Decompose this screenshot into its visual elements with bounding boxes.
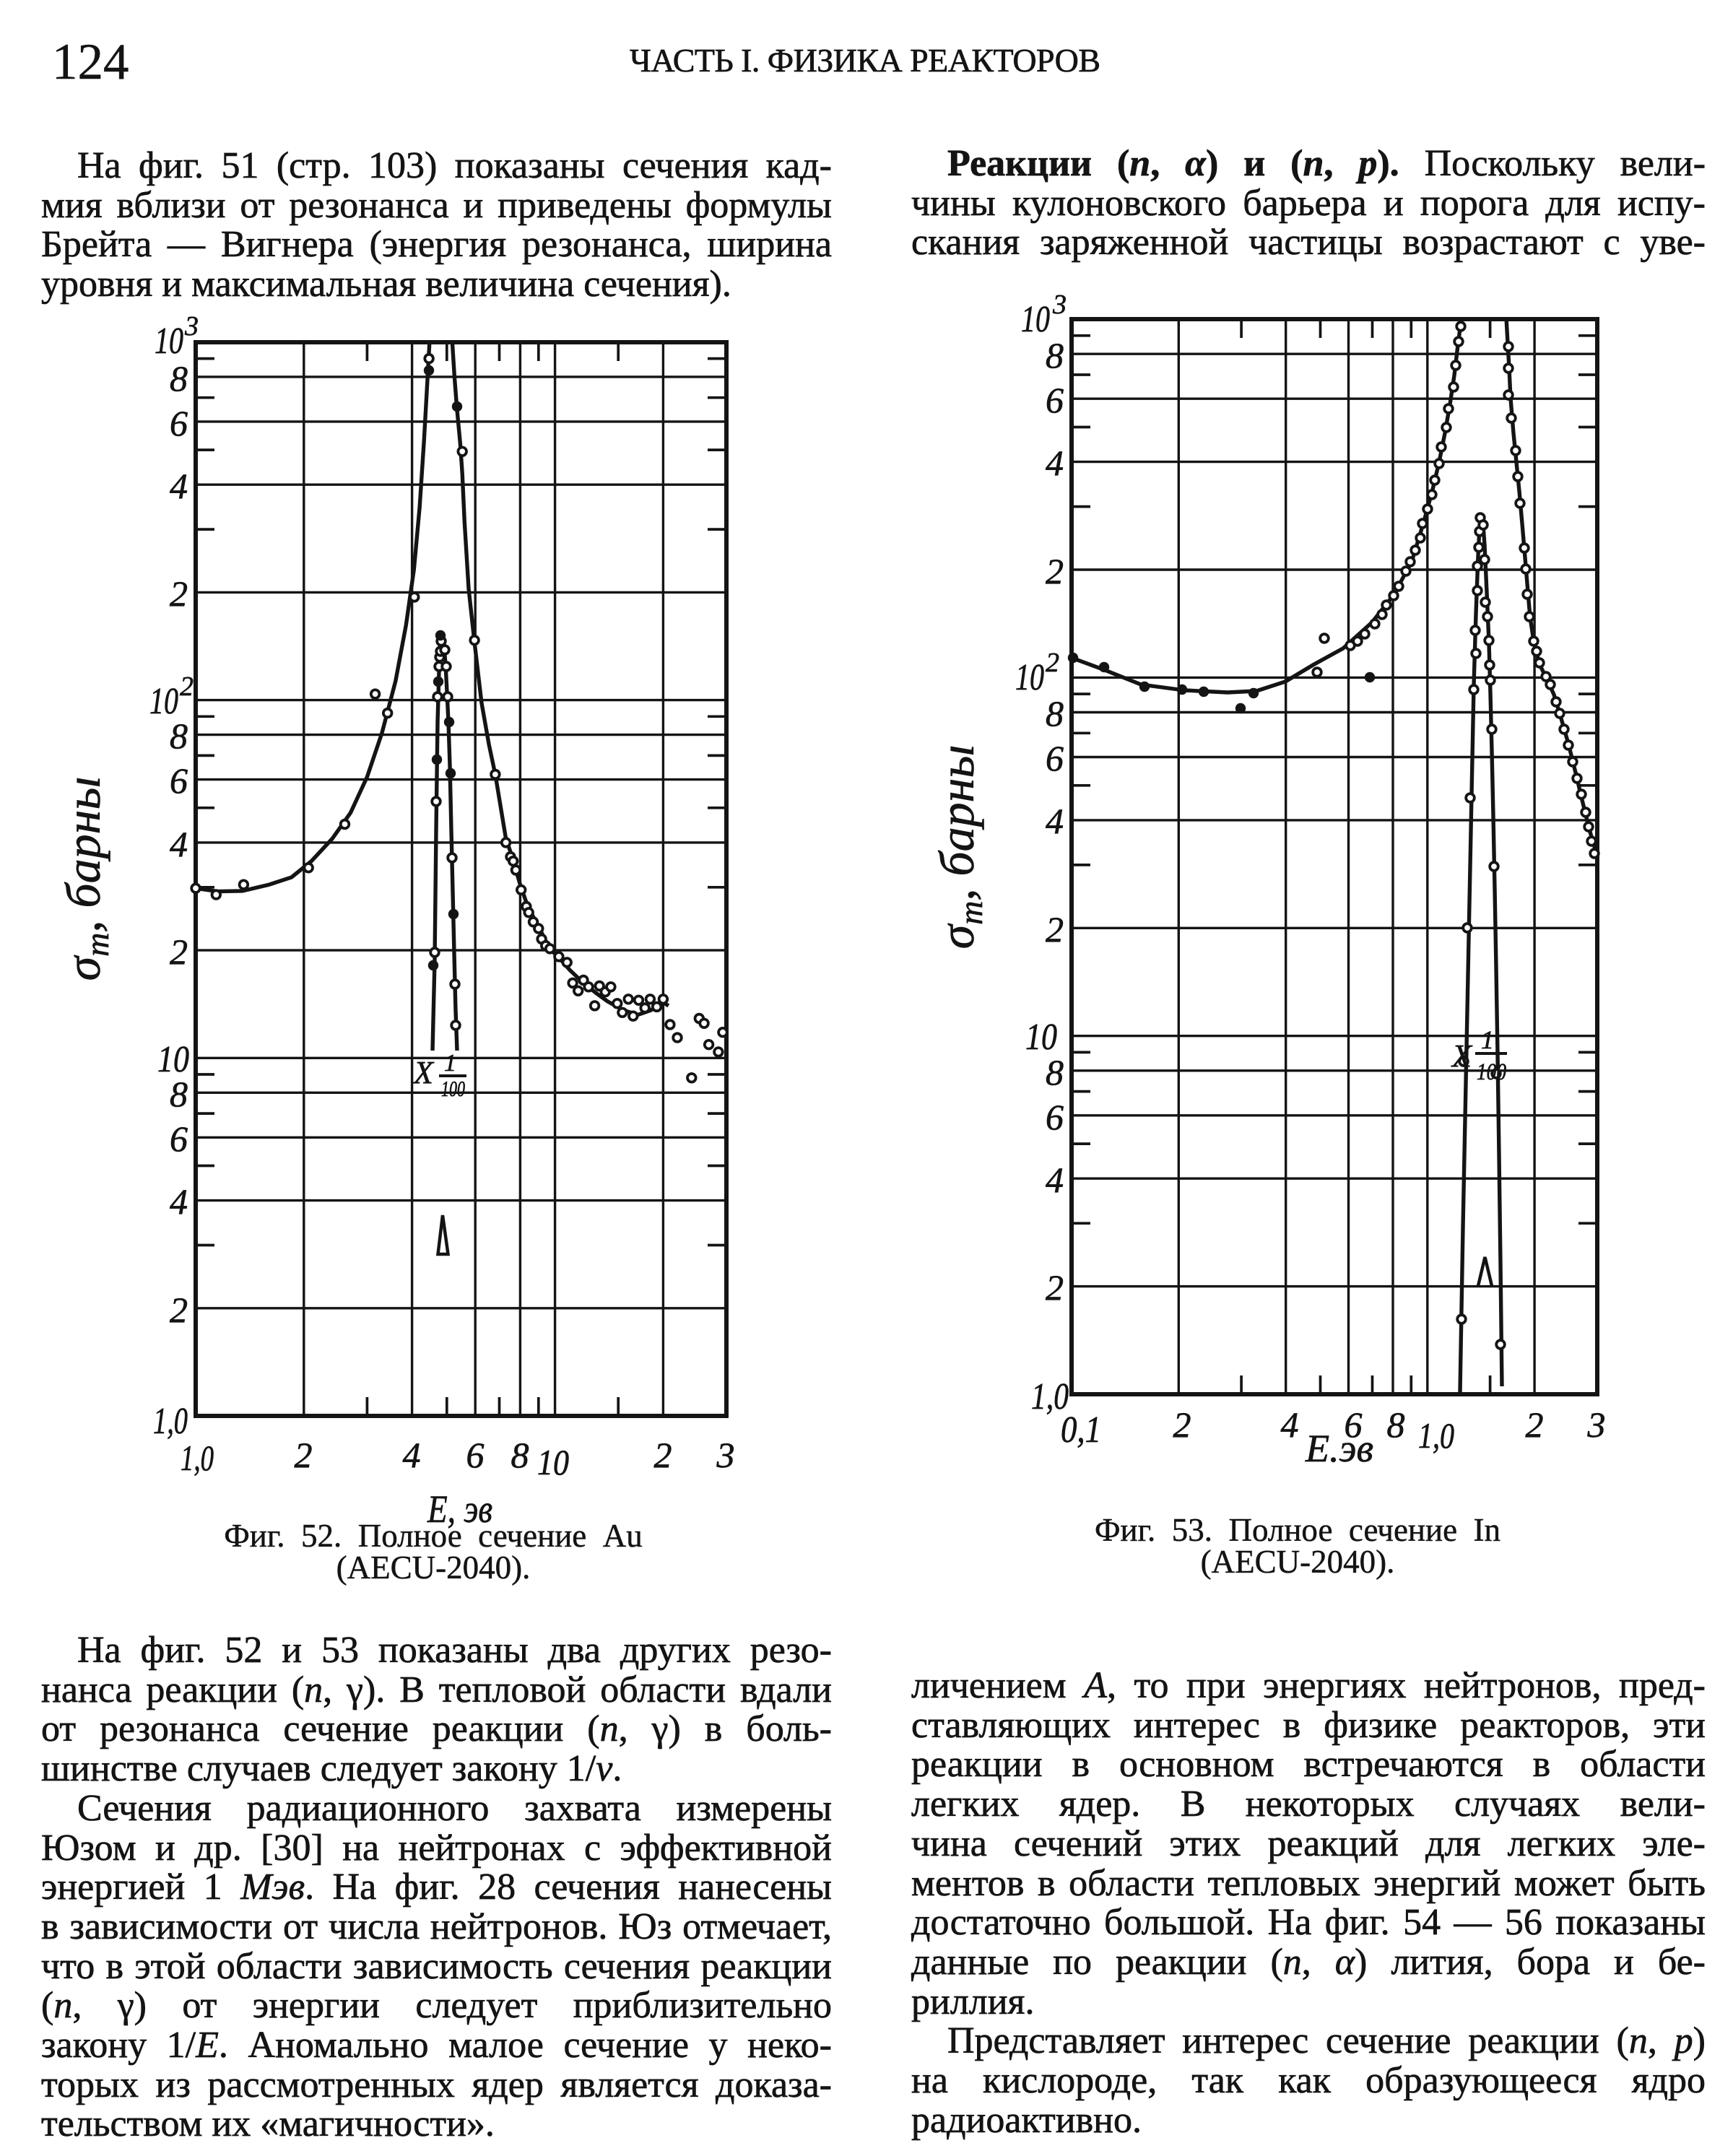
svg-text:3: 3 xyxy=(1587,1404,1606,1445)
svg-text:2: 2 xyxy=(1173,1404,1191,1445)
svg-text:X: X xyxy=(412,1055,435,1090)
svg-text:σт, барны: σт, барны xyxy=(56,777,116,981)
svg-text:10: 10 xyxy=(155,321,183,362)
svg-text:E, эв: E, эв xyxy=(427,1487,492,1531)
svg-text:2: 2 xyxy=(1046,909,1064,949)
svg-text:8: 8 xyxy=(170,358,188,399)
svg-text:4: 4 xyxy=(1046,801,1064,841)
svg-text:10: 10 xyxy=(1025,1017,1057,1058)
svg-text:2: 2 xyxy=(654,1435,672,1475)
svg-text:4: 4 xyxy=(170,824,188,864)
svg-text:3: 3 xyxy=(1052,290,1067,320)
svg-text:6: 6 xyxy=(170,760,188,801)
svg-text:1,0: 1,0 xyxy=(1031,1376,1069,1417)
svg-text:1,0: 1,0 xyxy=(181,1438,214,1478)
svg-text:1,0: 1,0 xyxy=(153,1401,188,1442)
svg-text:1: 1 xyxy=(444,1050,456,1077)
svg-text:8: 8 xyxy=(511,1435,529,1475)
svg-text:E.эв: E.эв xyxy=(1305,1427,1373,1470)
svg-text:2: 2 xyxy=(1526,1404,1544,1445)
svg-text:2: 2 xyxy=(295,1435,313,1475)
svg-text:10: 10 xyxy=(1015,657,1044,698)
svg-text:10: 10 xyxy=(157,1039,189,1080)
svg-text:4: 4 xyxy=(1046,443,1064,483)
svg-text:6: 6 xyxy=(466,1435,485,1475)
svg-text:4: 4 xyxy=(1281,1404,1299,1445)
svg-text:2: 2 xyxy=(170,1290,188,1330)
svg-text:2: 2 xyxy=(1046,648,1059,678)
svg-text:4: 4 xyxy=(1046,1160,1064,1200)
svg-text:3: 3 xyxy=(184,311,199,342)
svg-text:2: 2 xyxy=(1046,551,1064,591)
svg-text:ЧАСТЬ I. ФИЗИКА РЕАКТОРОВ: ЧАСТЬ I. ФИЗИКА РЕАКТОРОВ xyxy=(630,42,1100,79)
svg-text:6: 6 xyxy=(1046,738,1064,778)
svg-text:3: 3 xyxy=(716,1435,735,1475)
svg-text:6: 6 xyxy=(1046,1097,1064,1137)
svg-text:8: 8 xyxy=(170,716,188,756)
svg-text:8: 8 xyxy=(170,1074,188,1114)
svg-text:100: 100 xyxy=(441,1076,465,1101)
svg-text:6: 6 xyxy=(1046,380,1064,420)
svg-text:4: 4 xyxy=(403,1435,421,1475)
svg-text:8: 8 xyxy=(1046,1052,1064,1092)
svg-text:6: 6 xyxy=(170,403,188,443)
svg-text:X: X xyxy=(1451,1038,1473,1074)
svg-text:4: 4 xyxy=(170,1181,188,1222)
svg-text:8: 8 xyxy=(1046,335,1064,375)
svg-text:8: 8 xyxy=(1046,693,1064,734)
svg-text:0,1: 0,1 xyxy=(1061,1409,1101,1451)
svg-text:2: 2 xyxy=(170,573,188,614)
svg-text:1: 1 xyxy=(1481,1025,1494,1054)
svg-text:6: 6 xyxy=(170,1118,188,1159)
svg-text:2: 2 xyxy=(180,671,194,702)
svg-text:1,0: 1,0 xyxy=(1418,1415,1454,1456)
svg-text:2: 2 xyxy=(170,931,188,972)
svg-text:6: 6 xyxy=(1345,1404,1363,1445)
svg-text:2: 2 xyxy=(1046,1267,1064,1308)
svg-text:4: 4 xyxy=(170,466,188,506)
svg-text:σт, барны: σт, барны xyxy=(929,745,989,949)
svg-text:8: 8 xyxy=(1387,1404,1405,1445)
svg-text:100: 100 xyxy=(1477,1059,1506,1085)
svg-text:10: 10 xyxy=(537,1442,569,1482)
svg-text:10: 10 xyxy=(1021,299,1050,340)
svg-text:10: 10 xyxy=(149,681,178,722)
